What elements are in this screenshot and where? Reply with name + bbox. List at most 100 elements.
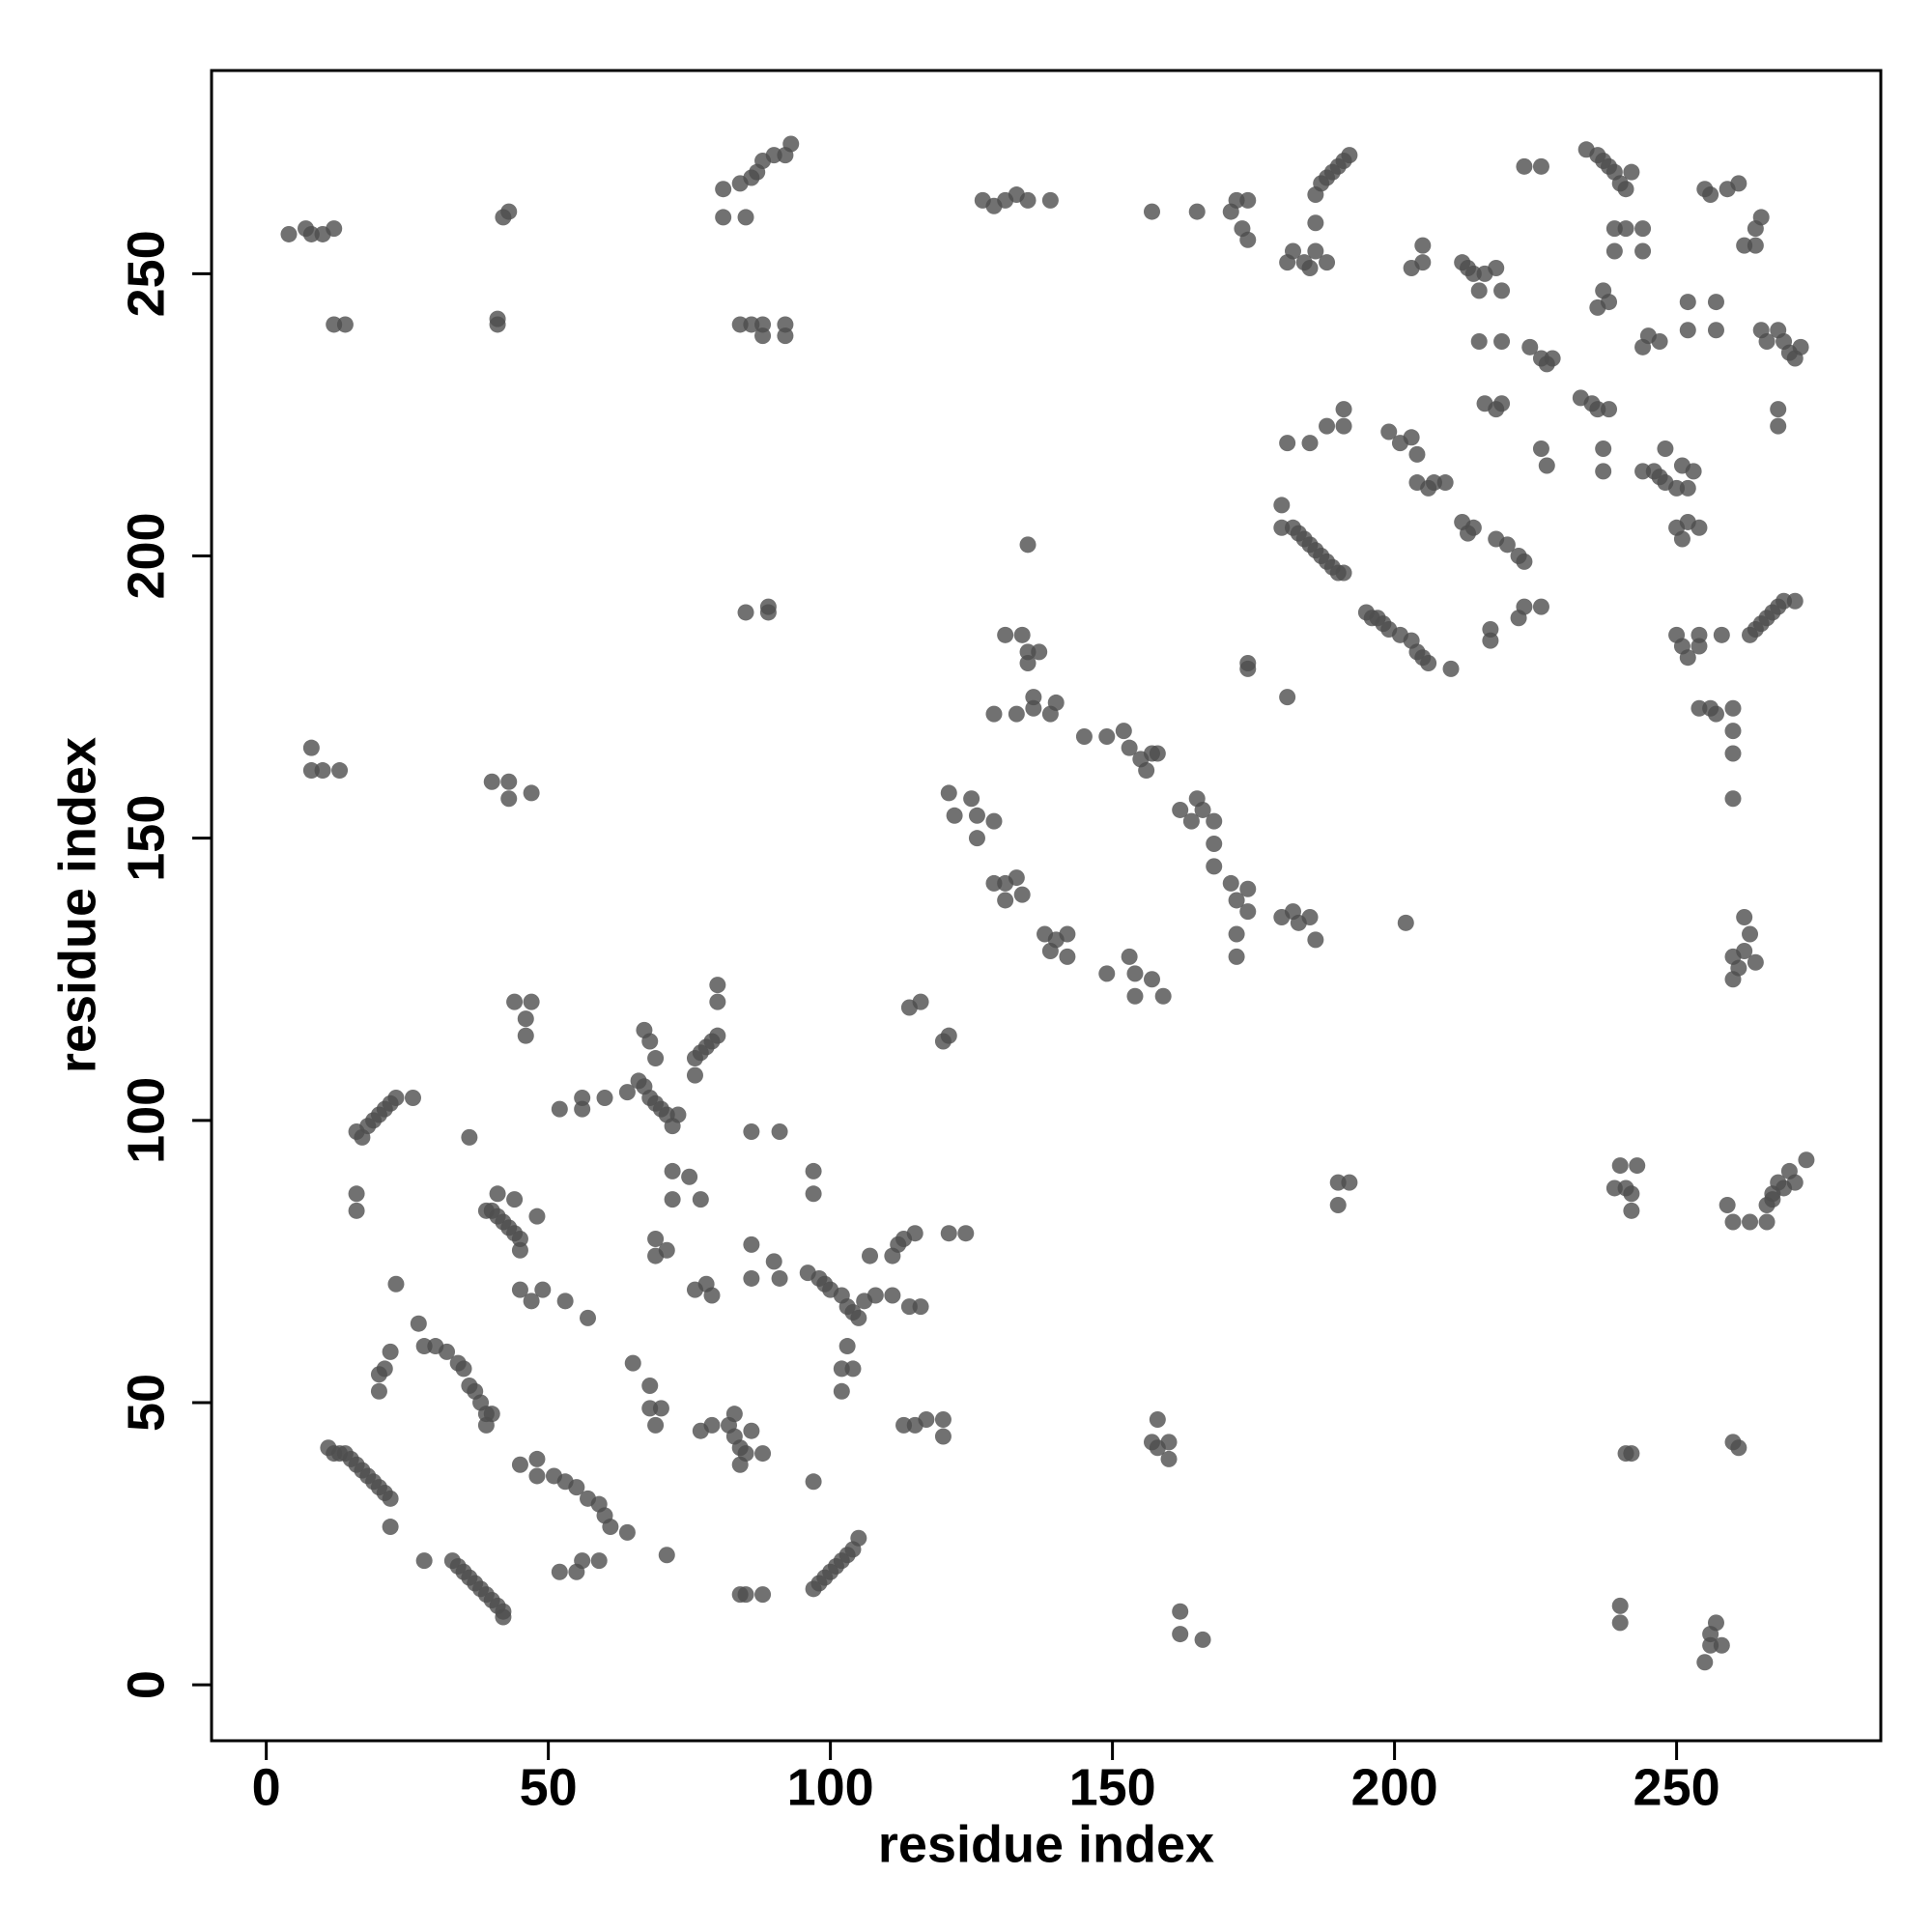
point <box>1792 338 1809 355</box>
point <box>652 1400 669 1417</box>
point <box>743 1123 760 1141</box>
point <box>1143 203 1160 220</box>
point <box>1019 643 1037 661</box>
point <box>754 1586 772 1604</box>
point <box>759 604 777 621</box>
point <box>1623 1202 1640 1219</box>
point <box>1595 440 1612 457</box>
point <box>1222 874 1239 892</box>
point <box>528 1450 546 1467</box>
point <box>1307 214 1324 232</box>
point <box>1126 965 1144 982</box>
point <box>1595 463 1612 480</box>
point <box>314 762 331 780</box>
point <box>1713 626 1730 643</box>
point <box>895 1416 913 1434</box>
point <box>302 739 320 756</box>
point <box>1239 655 1257 672</box>
point <box>477 1416 495 1434</box>
point <box>1464 519 1482 536</box>
point <box>1420 655 1437 672</box>
point <box>1414 237 1432 254</box>
point <box>1279 435 1296 452</box>
point <box>1798 1151 1815 1169</box>
point <box>844 1360 862 1378</box>
point <box>703 1416 721 1434</box>
x-tick-label: 0 <box>252 1758 281 1816</box>
point <box>985 812 1003 830</box>
point <box>946 807 963 824</box>
point <box>1747 237 1764 254</box>
point <box>805 1162 822 1179</box>
point <box>511 1231 528 1248</box>
point <box>1442 660 1460 677</box>
point <box>1776 592 1793 610</box>
point <box>1498 536 1516 554</box>
point <box>1408 445 1426 463</box>
point <box>743 1236 760 1253</box>
point <box>709 977 726 994</box>
point <box>1679 294 1696 311</box>
point <box>523 784 540 802</box>
point <box>737 209 754 226</box>
point <box>1742 925 1759 943</box>
point <box>500 790 518 808</box>
point <box>641 1033 659 1050</box>
point <box>1307 242 1324 260</box>
point <box>1690 626 1708 643</box>
point <box>1730 175 1747 192</box>
point <box>370 1382 387 1400</box>
point <box>1188 203 1206 220</box>
point <box>1668 479 1686 497</box>
point <box>1611 1157 1629 1175</box>
point <box>957 1225 975 1242</box>
point <box>1425 474 1442 492</box>
x-tick-label: 100 <box>787 1758 874 1816</box>
point <box>1724 790 1742 808</box>
y-tick-label: 250 <box>117 230 175 317</box>
point <box>1742 1213 1759 1231</box>
point <box>511 1241 528 1259</box>
point <box>1041 191 1059 209</box>
point <box>1019 191 1037 209</box>
point <box>658 1547 675 1564</box>
point <box>1239 191 1257 209</box>
point <box>1013 626 1031 643</box>
point <box>1273 519 1291 536</box>
point <box>511 1456 528 1473</box>
point <box>348 1185 365 1203</box>
point <box>1736 943 1753 960</box>
point <box>1605 220 1623 238</box>
point <box>500 773 518 790</box>
point <box>500 203 518 220</box>
point <box>664 1162 681 1179</box>
point <box>703 1287 721 1304</box>
point <box>1154 987 1172 1005</box>
point <box>1724 723 1742 740</box>
x-tick-label: 150 <box>1069 1758 1156 1816</box>
point <box>1329 1196 1347 1213</box>
point <box>618 1523 636 1541</box>
point <box>1657 440 1674 457</box>
point <box>302 225 320 242</box>
point <box>517 1010 534 1028</box>
point <box>1724 1213 1742 1231</box>
point <box>528 1208 546 1225</box>
point <box>523 993 540 1010</box>
point <box>912 993 929 1010</box>
y-tick-label: 150 <box>117 795 175 882</box>
point <box>410 1315 427 1332</box>
point <box>1764 1191 1781 1208</box>
x-tick-label: 250 <box>1634 1758 1720 1816</box>
point <box>534 1281 552 1298</box>
point <box>681 1168 698 1185</box>
point <box>1335 401 1352 418</box>
point <box>1747 953 1764 971</box>
point <box>1115 723 1132 740</box>
point <box>348 1202 365 1219</box>
point <box>1736 237 1753 254</box>
point <box>692 1191 709 1208</box>
point <box>1786 592 1804 610</box>
point <box>782 135 800 153</box>
